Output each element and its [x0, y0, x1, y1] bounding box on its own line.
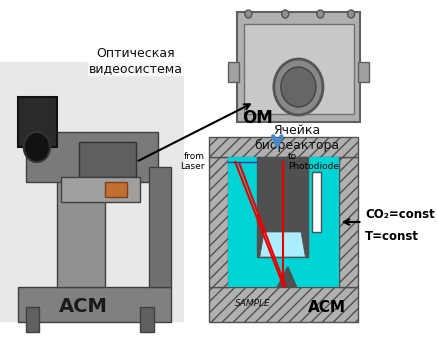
- Bar: [228, 157, 339, 287]
- Bar: [209, 157, 228, 287]
- Polygon shape: [260, 232, 305, 257]
- Bar: [244, 24, 354, 114]
- Bar: [57, 167, 105, 287]
- Circle shape: [274, 59, 323, 115]
- Bar: [79, 142, 136, 177]
- Text: ACМ: ACМ: [59, 298, 108, 316]
- Circle shape: [281, 67, 316, 107]
- Bar: [358, 62, 368, 82]
- Bar: [339, 157, 358, 287]
- Bar: [0, 62, 184, 322]
- Circle shape: [245, 10, 252, 18]
- Text: АСМ: АСМ: [309, 300, 347, 315]
- Bar: [257, 157, 308, 257]
- Bar: [209, 287, 358, 322]
- Circle shape: [282, 10, 289, 18]
- Bar: [312, 172, 321, 232]
- Bar: [62, 177, 140, 202]
- Bar: [209, 137, 358, 157]
- Circle shape: [24, 132, 50, 162]
- Text: ОМ: ОМ: [242, 109, 273, 127]
- Bar: [17, 97, 57, 147]
- Text: to
Photodiode: to Photodiode: [288, 152, 339, 171]
- Circle shape: [347, 10, 354, 18]
- Bar: [17, 287, 171, 322]
- Bar: [140, 307, 153, 332]
- Bar: [237, 12, 360, 122]
- Polygon shape: [277, 267, 297, 287]
- Text: CO₂=const: CO₂=const: [365, 208, 435, 221]
- Text: Ячейка
биореактора: Ячейка биореактора: [254, 124, 339, 152]
- Bar: [26, 307, 39, 332]
- Text: T=const: T=const: [365, 231, 419, 244]
- Bar: [105, 182, 127, 197]
- Text: SAMPLE: SAMPLE: [235, 300, 271, 308]
- Text: from
Laser: from Laser: [180, 152, 205, 171]
- Bar: [26, 132, 158, 182]
- Text: Оптическая
видеосистема: Оптическая видеосистема: [89, 47, 183, 75]
- Bar: [228, 62, 239, 82]
- Circle shape: [317, 10, 324, 18]
- Bar: [149, 167, 171, 287]
